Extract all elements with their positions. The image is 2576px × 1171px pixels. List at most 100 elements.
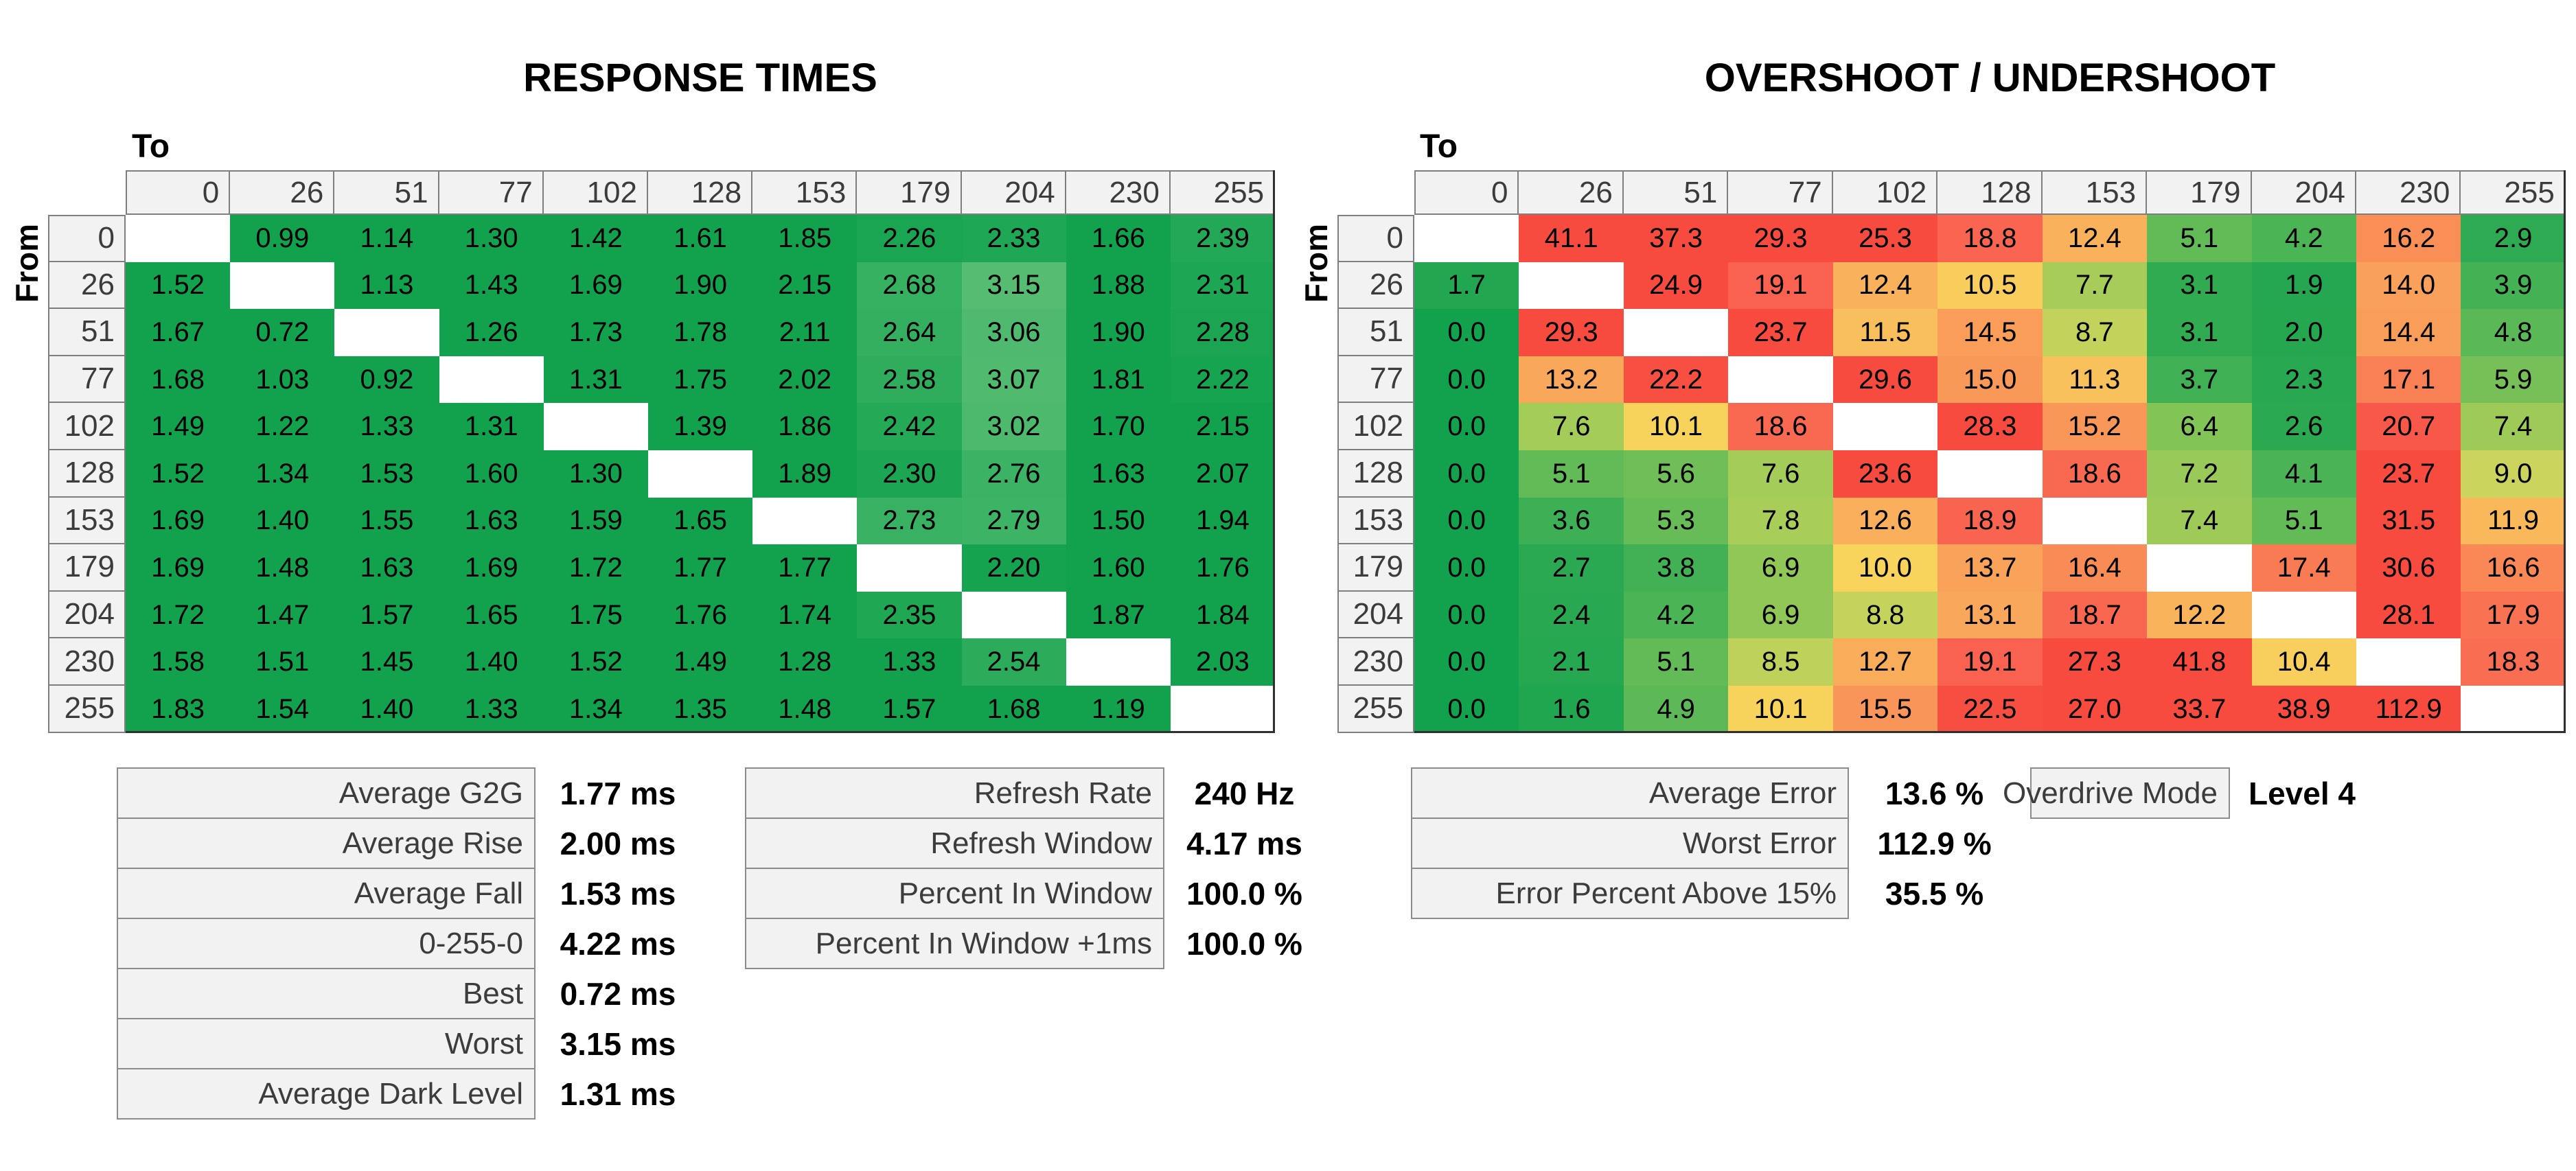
cell-from-153-to-51: 5.3 — [1623, 497, 1729, 545]
cell-from-128-to-230: 1.63 — [1066, 450, 1171, 498]
cell-from-128-to-51: 5.6 — [1623, 450, 1729, 498]
col-header-153: 153 — [752, 170, 858, 215]
summary-label-average-fall: Average Fall — [117, 868, 536, 919]
cell-from-51-to-179: 3.1 — [2147, 309, 2252, 356]
cell-from-26-to-102: 1.69 — [543, 262, 648, 310]
cell-from-0-to-179: 2.26 — [857, 215, 962, 262]
cell-from-102-to-26: 7.6 — [1519, 403, 1624, 450]
cell-from-230-to-255: 2.03 — [1170, 638, 1276, 686]
cell-from-128-to-255: 9.0 — [2461, 450, 2566, 498]
summary-label-percent-in-window: Percent In Window — [745, 868, 1164, 919]
cell-from-77-to-51: 22.2 — [1623, 356, 1729, 404]
row-label-204: 204 — [48, 591, 126, 639]
row-label-128: 128 — [48, 450, 126, 498]
cell-from-102-to-128: 28.3 — [1937, 403, 2043, 450]
cell-from-128-to-128 — [647, 450, 753, 498]
cell-from-179-to-26: 1.48 — [230, 544, 335, 592]
cell-from-179-to-102: 1.72 — [543, 544, 648, 592]
cell-from-153-to-77: 7.8 — [1728, 497, 1833, 545]
cell-from-255-to-0: 0.0 — [1414, 685, 1519, 733]
row-label-179: 179 — [1337, 544, 1414, 592]
cell-from-230-to-230 — [2356, 638, 2461, 686]
heatmap-grid: 0 26 51 77 102 128 153 179 204 230 255 0 41.1 37.3 29.… — [1337, 170, 2566, 733]
summary-label-average-error: Average Error — [1411, 767, 1849, 819]
cell-from-230-to-26: 2.1 — [1519, 638, 1624, 686]
cell-from-51-to-179: 2.64 — [857, 309, 962, 356]
cell-from-77-to-0: 0.0 — [1414, 356, 1519, 404]
cell-from-128-to-26: 1.34 — [230, 450, 335, 498]
cell-from-102-to-255: 7.4 — [2461, 403, 2566, 450]
cell-from-179-to-179 — [857, 544, 962, 592]
cell-from-179-to-0: 0.0 — [1414, 544, 1519, 592]
cell-from-77-to-77 — [439, 356, 544, 404]
cell-from-153-to-179: 7.4 — [2147, 497, 2252, 545]
cell-from-26-to-230: 1.88 — [1066, 262, 1171, 310]
cell-from-255-to-153: 27.0 — [2042, 685, 2148, 733]
row-label-0: 0 — [1337, 215, 1414, 262]
summary-label-error-percent-above-15-: Error Percent Above 15% — [1411, 868, 1849, 919]
cell-from-128-to-255: 2.07 — [1170, 450, 1276, 498]
cell-from-51-to-51 — [334, 309, 439, 356]
cell-from-102-to-51: 1.33 — [334, 403, 439, 450]
from-axis-label-right: From — [1298, 224, 1334, 303]
cell-from-179-to-230: 1.60 — [1066, 544, 1171, 592]
cell-from-0-to-255: 2.9 — [2461, 215, 2566, 262]
cell-from-255-to-102: 15.5 — [1832, 685, 1938, 733]
cell-from-230-to-255: 18.3 — [2461, 638, 2566, 686]
cell-from-77-to-153: 2.02 — [752, 356, 858, 404]
col-header-204: 204 — [961, 170, 1066, 215]
cell-from-128-to-0: 1.52 — [126, 450, 231, 498]
response-times-title: RESPONSE TIMES — [523, 56, 877, 100]
cell-from-51-to-153: 2.11 — [752, 309, 858, 356]
cell-from-230-to-153: 27.3 — [2042, 638, 2148, 686]
cell-from-77-to-255: 2.22 — [1170, 356, 1276, 404]
col-header-77: 77 — [439, 170, 544, 215]
cell-from-102-to-102 — [1832, 403, 1938, 450]
cell-from-102-to-230: 20.7 — [2356, 403, 2461, 450]
cell-from-77-to-255: 5.9 — [2461, 356, 2566, 404]
cell-from-51-to-230: 14.4 — [2356, 309, 2461, 356]
col-header-128: 128 — [1937, 170, 2043, 215]
col-header-179: 179 — [2147, 170, 2252, 215]
cell-from-204-to-77: 6.9 — [1728, 591, 1833, 639]
cell-from-51-to-128: 1.78 — [647, 309, 753, 356]
cell-from-0-to-179: 5.1 — [2147, 215, 2252, 262]
summary-label-0-255-0: 0-255-0 — [117, 918, 536, 969]
cell-from-51-to-0: 1.67 — [126, 309, 231, 356]
cell-from-77-to-204: 2.3 — [2251, 356, 2356, 404]
cell-from-77-to-102: 29.6 — [1832, 356, 1938, 404]
cell-from-255-to-26: 1.6 — [1519, 685, 1624, 733]
cell-from-0-to-0 — [126, 215, 231, 262]
cell-from-230-to-77: 1.40 — [439, 638, 544, 686]
cell-from-153-to-255: 11.9 — [2461, 497, 2566, 545]
cell-from-77-to-51: 0.92 — [334, 356, 439, 404]
cell-from-0-to-128: 1.61 — [647, 215, 753, 262]
cell-from-102-to-51: 10.1 — [1623, 403, 1729, 450]
cell-from-204-to-230: 28.1 — [2356, 591, 2461, 639]
cell-from-230-to-204: 2.54 — [961, 638, 1066, 686]
cell-from-77-to-128: 15.0 — [1937, 356, 2043, 404]
cell-from-204-to-26: 1.47 — [230, 591, 335, 639]
cell-from-230-to-51: 1.45 — [334, 638, 439, 686]
cell-from-179-to-51: 1.63 — [334, 544, 439, 592]
cell-from-128-to-179: 2.30 — [857, 450, 962, 498]
row-label-153: 153 — [1337, 497, 1414, 545]
cell-from-77-to-204: 3.07 — [961, 356, 1066, 404]
summary-value-best: 0.72 ms — [560, 975, 676, 1012]
cell-from-0-to-204: 4.2 — [2251, 215, 2356, 262]
cell-from-0-to-255: 2.39 — [1170, 215, 1276, 262]
cell-from-102-to-0: 1.49 — [126, 403, 231, 450]
cell-from-153-to-204: 5.1 — [2251, 497, 2356, 545]
cell-from-204-to-179: 2.35 — [857, 591, 962, 639]
row-label-0: 0 — [48, 215, 126, 262]
cell-from-255-to-255 — [1170, 685, 1276, 733]
cell-from-51-to-204: 2.0 — [2251, 309, 2356, 356]
cell-from-255-to-77: 1.33 — [439, 685, 544, 733]
cell-from-204-to-153: 18.7 — [2042, 591, 2148, 639]
cell-from-204-to-0: 1.72 — [126, 591, 231, 639]
cell-from-102-to-204: 2.6 — [2251, 403, 2356, 450]
row-label-77: 77 — [48, 356, 126, 404]
cell-from-77-to-179: 3.7 — [2147, 356, 2252, 404]
summary-value-error-percent-above-15-: 35.5 % — [1885, 875, 1984, 912]
col-header-128: 128 — [647, 170, 753, 215]
